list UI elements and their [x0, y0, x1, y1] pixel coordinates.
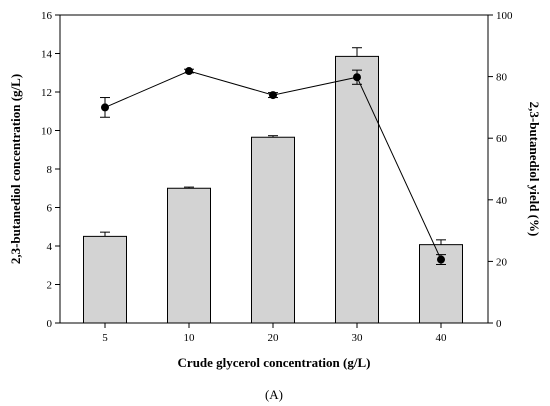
yield-line-layer — [100, 67, 446, 265]
left-axis: 0 2 4 6 8 10 12 14 16 — [41, 10, 60, 330]
right-tick-label-20: 20 — [496, 256, 508, 268]
x-tick-label-10: 10 — [184, 332, 196, 344]
bar-10 — [167, 187, 211, 324]
yield-point-10 — [185, 67, 193, 76]
yield-point-5 — [101, 103, 109, 112]
left-tick-label-14: 14 — [41, 49, 53, 61]
left-tick-label-0: 0 — [47, 318, 53, 330]
right-tick-label-60: 60 — [496, 133, 508, 145]
yield-point-30 — [353, 73, 361, 82]
left-tick-label-16: 16 — [41, 10, 53, 22]
yield-point-40 — [437, 255, 445, 264]
figure-caption: (A) — [265, 387, 283, 402]
right-tick-label-0: 0 — [496, 318, 502, 330]
x-tick-label-20: 20 — [268, 332, 280, 344]
right-tick-label-100: 100 — [496, 10, 513, 22]
y2-axis-title: 2,3-butanediol yield (%) — [527, 102, 542, 237]
x-tick-label-5: 5 — [102, 332, 108, 344]
left-tick-label-8: 8 — [47, 164, 53, 176]
left-tick-label-12: 12 — [41, 87, 52, 99]
left-tick-label-10: 10 — [41, 126, 53, 138]
yield-point-20 — [269, 91, 277, 100]
left-tick-label-2: 2 — [47, 280, 53, 292]
y-axis-title: 2,3-butanediol concentration (g/L) — [8, 74, 23, 264]
x-axis: 5 10 20 30 40 — [102, 323, 447, 344]
right-tick-label-80: 80 — [496, 72, 508, 84]
right-tick-label-40: 40 — [496, 195, 508, 207]
x-tick-label-40: 40 — [436, 332, 448, 344]
x-axis-title: Crude glycerol concentration (g/L) — [178, 355, 371, 370]
left-tick-label-6: 6 — [47, 203, 53, 215]
bar-30 — [335, 55, 379, 324]
left-tick-label-4: 4 — [47, 241, 53, 253]
bar-error-layer — [100, 47, 446, 245]
x-tick-label-30: 30 — [352, 332, 364, 344]
bar-20 — [251, 136, 295, 324]
right-axis: 0 20 40 60 80 100 — [488, 10, 513, 330]
bar-5 — [83, 235, 127, 324]
